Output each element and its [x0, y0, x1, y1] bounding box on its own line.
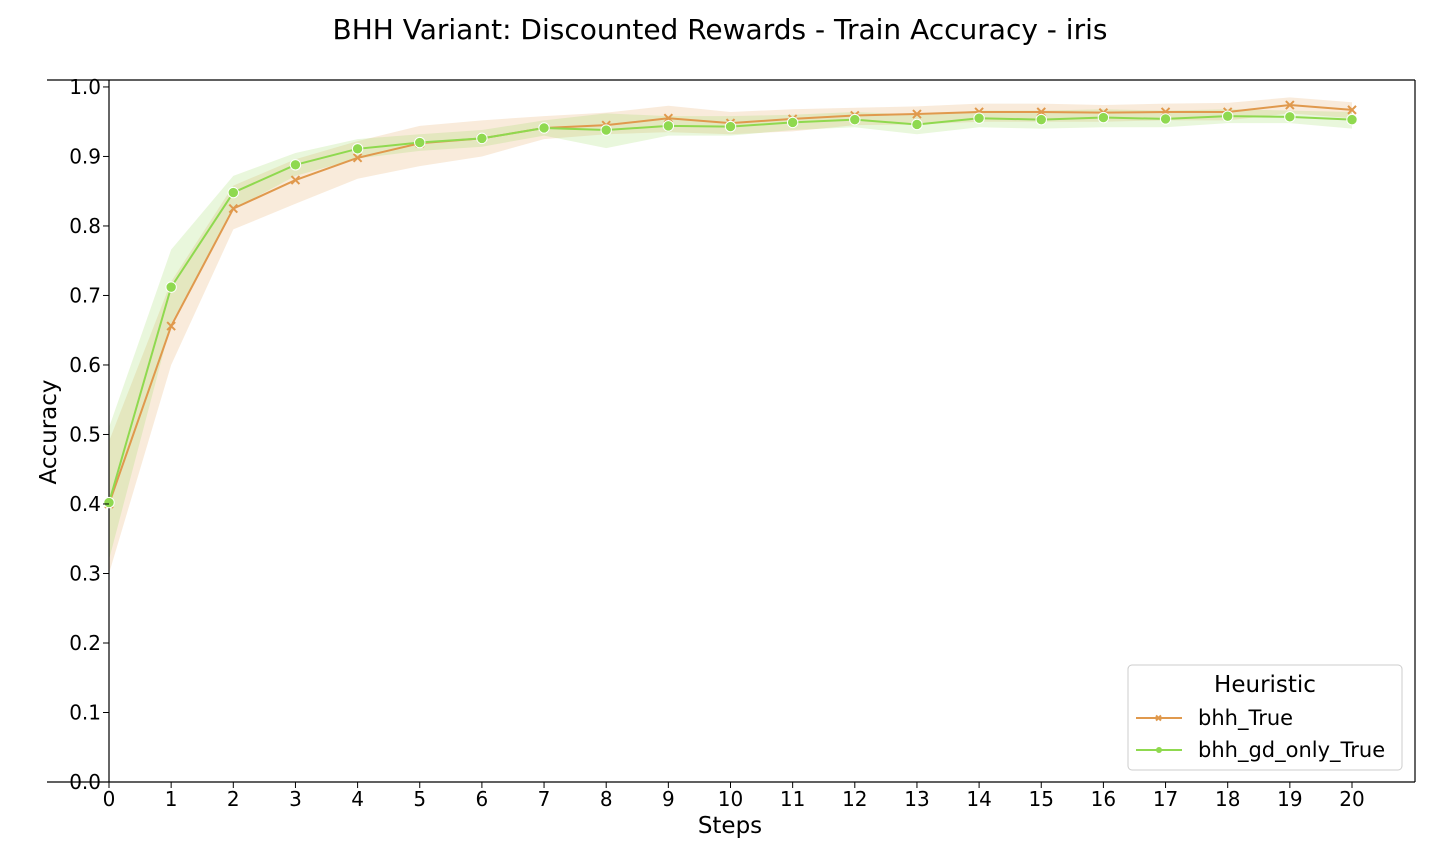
x-tick-label: 14	[966, 787, 991, 811]
x-tick-label: 8	[600, 787, 613, 811]
data-point-bhh_True	[912, 109, 922, 119]
y-tick-label: 0.5	[69, 422, 101, 446]
y-tick-label: 0.7	[69, 283, 101, 307]
data-point-bhh_gd_only_True	[662, 120, 675, 132]
x-tick-label: 20	[1339, 787, 1364, 811]
marker-stroke	[166, 321, 176, 331]
axes	[47, 79, 1416, 783]
data-point-bhh_True	[290, 175, 301, 185]
data-point-bhh_gd_only_True	[351, 143, 364, 155]
x-tick-label: 13	[904, 787, 929, 811]
x-tick-label: 0	[103, 787, 116, 811]
data-point-bhh_gd_only_True	[165, 281, 177, 293]
data-point-bhh_True	[166, 321, 176, 331]
marker-stroke	[228, 203, 239, 214]
data-point-bhh_gd_only_True	[414, 136, 426, 149]
x-tick-label: 10	[718, 787, 743, 811]
x-tick-label: 3	[289, 787, 302, 811]
legend-title: Heuristic	[1214, 672, 1316, 698]
legend-item: bhh_True	[1136, 706, 1293, 731]
y-tick-label: 0.9	[69, 144, 101, 168]
legend-item: bhh_gd_only_True	[1136, 738, 1385, 763]
y-tick-label: 0.4	[69, 492, 101, 516]
marker-stroke	[1347, 105, 1357, 115]
legend-label: bhh_True	[1198, 706, 1293, 731]
legend: Heuristic bhh_True bhh_gd_only_True	[1127, 664, 1403, 771]
data-point-bhh_gd_only_True	[476, 132, 488, 145]
y-tick-label: 0.1	[69, 700, 101, 724]
x-tick-label: 6	[476, 787, 489, 811]
data-point-bhh_gd_only_True	[849, 113, 861, 126]
chart-title: BHH Variant: Discounted Rewards - Train …	[333, 13, 1108, 46]
y-tick-label: 0.6	[69, 353, 101, 377]
marker-stroke	[290, 175, 301, 185]
data-point-bhh_True	[1347, 105, 1357, 115]
x-tick-label: 11	[780, 787, 805, 811]
data-point-bhh_gd_only_True	[103, 496, 115, 509]
x-axis-label: Steps	[698, 813, 762, 839]
x-tick-label: 7	[538, 787, 551, 811]
y-tick-label: 0.2	[69, 631, 101, 655]
data-point-bhh_gd_only_True	[289, 159, 302, 171]
legend-label: bhh_gd_only_True	[1198, 738, 1385, 763]
marker-stroke	[1285, 100, 1295, 110]
data-point-bhh_gd_only_True	[538, 122, 550, 134]
x-tick-label: 9	[662, 787, 675, 811]
data-point-bhh_gd_only_True	[1284, 111, 1296, 123]
data-point-bhh_gd_only_True	[1035, 113, 1047, 126]
marker-stroke	[352, 153, 363, 163]
marker-stroke	[912, 109, 922, 119]
x-tick-label: 2	[227, 787, 240, 811]
legend-swatch-marker	[1155, 714, 1162, 722]
data-point-bhh_gd_only_True	[1346, 113, 1358, 126]
data-point-bhh_gd_only_True	[973, 112, 985, 124]
y-tick-label: 0.0	[69, 770, 101, 794]
y-tick-label: 0.3	[69, 561, 101, 585]
legend-box	[1127, 664, 1403, 771]
x-tick-label: 5	[413, 787, 426, 811]
data-point-bhh_True	[352, 153, 363, 163]
data-point-bhh_gd_only_True	[911, 118, 923, 131]
data-point-bhh_gd_only_True	[600, 124, 612, 136]
data-point-bhh_gd_only_True	[1222, 110, 1234, 122]
y-tick-label: 1.0	[69, 75, 101, 99]
y-axis-label: Accuracy	[36, 379, 62, 484]
ticks: 0.00.10.20.30.40.50.60.70.80.91.00 1 2 3 4 5 6…	[69, 75, 1365, 811]
x-tick-label: 4	[351, 787, 364, 811]
x-tick-label: 16	[1091, 787, 1116, 811]
legend-swatch-marker	[1156, 747, 1162, 753]
data-point-bhh_gd_only_True	[724, 120, 737, 133]
data-point-bhh_gd_only_True	[1159, 113, 1172, 125]
y-tick-label: 0.8	[69, 214, 101, 238]
x-tick-label: 17	[1153, 787, 1178, 811]
data-point-bhh_True	[1285, 100, 1295, 110]
x-tick-label: 18	[1215, 787, 1240, 811]
data-point-bhh_gd_only_True	[227, 186, 240, 199]
x-tick-label: 1	[165, 787, 178, 811]
legend-items: bhh_True bhh_gd_only_True	[1136, 706, 1385, 763]
x-tick-label: 19	[1277, 787, 1302, 811]
data-point-bhh_gd_only_True	[786, 116, 799, 129]
data-point-bhh_gd_only_True	[1097, 111, 1110, 124]
x-tick-label: 15	[1029, 787, 1054, 811]
series-markers	[103, 100, 1358, 509]
data-point-bhh_True	[228, 203, 239, 214]
x-tick-label: 12	[842, 787, 867, 811]
